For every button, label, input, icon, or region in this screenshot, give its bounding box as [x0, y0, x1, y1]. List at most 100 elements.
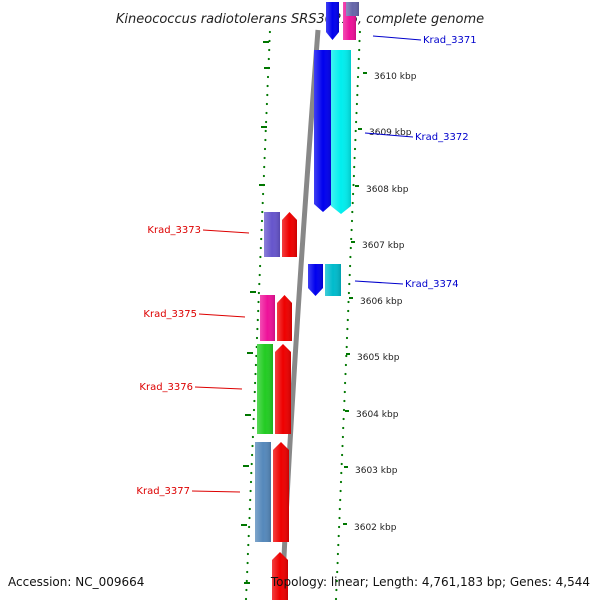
gc-dot	[350, 219, 354, 223]
gene-arrow-krad-3375-shade	[260, 295, 275, 341]
gc-dot	[343, 399, 346, 403]
gc-dot	[264, 129, 267, 133]
gc-dot	[247, 543, 250, 547]
gc-dot	[253, 399, 256, 403]
gc-dot	[246, 570, 249, 574]
accession-text: Accession: NC_009664	[8, 575, 144, 589]
gc-dot	[356, 84, 359, 88]
gc-dot	[250, 462, 253, 466]
gc-dot	[249, 498, 252, 502]
gc-dot	[345, 354, 348, 358]
gc-dot	[264, 138, 267, 142]
gene-arrow-krad-3373-shade	[264, 212, 280, 257]
gene-arrow-krad-3375-frame-shade	[277, 295, 292, 341]
gc-dot	[348, 273, 351, 277]
gene-label: Krad_3375	[143, 309, 197, 320]
gc-dot	[256, 318, 259, 322]
gc-dot	[335, 588, 338, 592]
gc-dot	[343, 390, 346, 394]
gc-dot	[357, 57, 360, 61]
gc-dot	[353, 156, 356, 160]
gene-arrow-krad-3374-frame-shade	[325, 264, 341, 296]
gc-dot	[334, 597, 338, 600]
gene-arrow-krad-3376-shade	[257, 344, 273, 434]
gc-dot	[246, 552, 249, 556]
gc-dot	[260, 237, 263, 241]
gc-dot	[339, 489, 342, 493]
gene-arrow-krad-3376-frame-shade	[275, 344, 291, 434]
gc-dot	[268, 48, 271, 52]
gc-dot	[262, 192, 265, 196]
gc-dot-track	[241, 30, 361, 600]
gene-labels: Krad_3371 Krad_3372 Krad_3373 Krad_3374 Krad…	[136, 35, 476, 497]
gc-dot	[341, 444, 344, 448]
gc-dot	[358, 39, 361, 43]
gc-dot	[357, 66, 360, 70]
gc-dot	[253, 390, 256, 394]
gc-dot	[344, 372, 347, 376]
gc-dot	[266, 84, 269, 88]
gc-dot	[263, 156, 266, 160]
gene-label: Krad_3373	[147, 225, 201, 236]
gc-dot	[339, 480, 343, 484]
genome-summary-text: Topology: linear; Length: 4,761,183 bp; …	[270, 575, 590, 589]
gc-dot	[257, 300, 260, 304]
gene-leader-line	[194, 386, 243, 390]
gc-dot	[338, 507, 341, 511]
gene-leader-line	[364, 132, 414, 138]
gc-dot	[260, 228, 263, 232]
tick-label: 3602 kbp	[354, 523, 397, 533]
gc-dot	[344, 381, 347, 385]
tick-label: 3606 kbp	[360, 297, 403, 307]
gc-dot	[335, 579, 338, 583]
gene-leader-line	[198, 313, 246, 318]
gc-dot	[338, 516, 341, 520]
gc-dot	[259, 255, 262, 259]
gc-dot	[263, 147, 267, 151]
gc-dot	[347, 300, 350, 304]
tick-label: 3608 kbp	[366, 185, 409, 195]
gc-dot	[247, 534, 250, 538]
gc-dot	[337, 543, 340, 547]
gc-dot	[261, 201, 264, 205]
scale-ticks: 3610 kbp 3609 kbp 3608 kbp 3607 kbp 3606 kbp…	[343, 72, 417, 533]
tick-label: 3610 kbp	[374, 72, 417, 82]
tick-label: 3609 kbp	[369, 128, 412, 138]
gc-dot	[251, 444, 254, 448]
gc-dot	[344, 363, 347, 367]
gc-dot	[341, 435, 344, 439]
gc-dot	[251, 435, 254, 439]
gc-dot	[346, 327, 349, 331]
gc-dot	[255, 336, 259, 340]
gene-arrow-partial-top-shade	[346, 2, 359, 16]
gc-dot	[354, 138, 357, 142]
gc-dot	[252, 408, 256, 412]
gc-dot	[341, 453, 344, 457]
gc-dot	[336, 570, 339, 574]
map-title: Kineococcus radiotolerans SRS30216, comp…	[116, 12, 484, 27]
gc-dot	[265, 102, 268, 106]
gc-dot	[356, 75, 360, 79]
gc-dot	[257, 291, 260, 295]
gc-dot	[254, 381, 257, 385]
gc-dot	[248, 507, 251, 511]
gc-dot	[358, 48, 361, 52]
gene-label: Krad_3372	[415, 132, 469, 143]
gene-arrow-krad-3374-shade	[308, 264, 323, 296]
gc-dot	[353, 165, 356, 169]
gene-label: Krad_3377	[136, 486, 190, 497]
gc-dot	[258, 282, 261, 286]
gc-dot	[257, 309, 260, 313]
gc-dot	[342, 417, 345, 421]
gc-dot	[353, 147, 357, 151]
gene-arrow-krad-3377-frame-shade	[273, 442, 289, 542]
gc-dot	[248, 525, 251, 529]
gc-dot	[252, 426, 255, 430]
gc-dot	[340, 471, 343, 475]
gc-dot	[356, 93, 359, 97]
gene-label: Krad_3374	[405, 279, 459, 290]
gc-dot	[265, 120, 268, 124]
gc-dot	[245, 579, 248, 583]
gc-dot	[352, 192, 355, 196]
gc-dot	[342, 408, 346, 412]
